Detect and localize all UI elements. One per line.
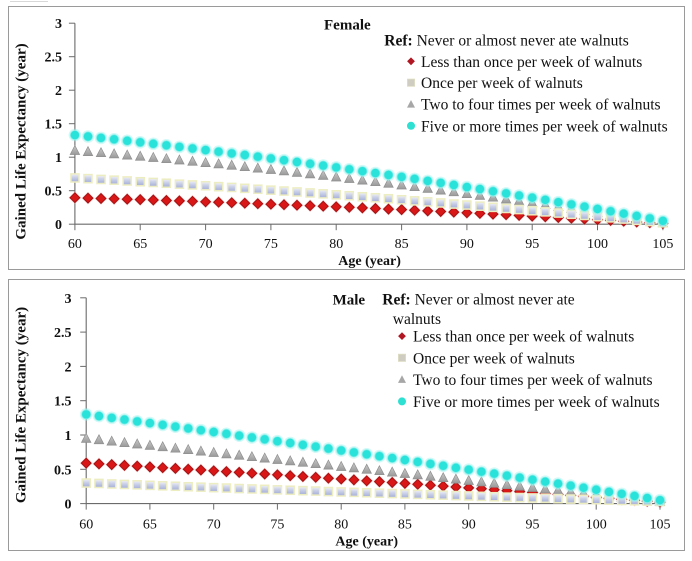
- svg-text:Two to four times per week of: Two to four times per week of walnuts: [413, 372, 653, 389]
- svg-text:Less than once per week of wal: Less than once per week of walnuts: [421, 54, 642, 71]
- svg-text:90: 90: [462, 518, 476, 533]
- svg-text:0.5: 0.5: [54, 463, 72, 478]
- svg-text:0.5: 0.5: [45, 185, 63, 200]
- svg-text:Ref: Never or almost never ate: Ref: Never or almost never ate walnuts: [384, 32, 628, 49]
- svg-text:3: 3: [65, 292, 72, 307]
- svg-text:walnuts: walnuts: [393, 311, 441, 328]
- svg-text:2.5: 2.5: [54, 326, 72, 341]
- svg-text:65: 65: [143, 518, 157, 533]
- svg-text:Age (year): Age (year): [338, 254, 401, 269]
- svg-text:Once per week of walnuts: Once per week of walnuts: [413, 350, 575, 367]
- svg-text:0: 0: [65, 498, 72, 513]
- svg-text:Two to four times per week of: Two to four times per week of walnuts: [421, 97, 661, 114]
- svg-text:80: 80: [329, 237, 343, 252]
- svg-text:95: 95: [525, 237, 539, 252]
- svg-text:70: 70: [207, 518, 221, 533]
- svg-text:Gained Life Expectancy (year): Gained Life Expectancy (year): [14, 43, 30, 239]
- svg-text:Female: Female: [324, 18, 371, 34]
- svg-text:60: 60: [68, 237, 82, 252]
- svg-text:90: 90: [460, 237, 474, 252]
- svg-text:Once per week of walnuts: Once per week of walnuts: [421, 75, 583, 92]
- svg-text:3: 3: [55, 17, 62, 32]
- svg-text:80: 80: [334, 518, 348, 533]
- svg-text:1.5: 1.5: [45, 118, 63, 133]
- svg-text:1.5: 1.5: [54, 395, 72, 410]
- svg-text:1: 1: [55, 151, 62, 166]
- svg-text:95: 95: [526, 518, 540, 533]
- svg-text:65: 65: [133, 237, 147, 252]
- svg-text:Ref: Never or almost never ate: Ref: Never or almost never ate: [382, 291, 574, 308]
- svg-text:85: 85: [398, 518, 412, 533]
- svg-text:75: 75: [264, 237, 278, 252]
- svg-text:100: 100: [587, 237, 608, 252]
- svg-text:105: 105: [652, 237, 673, 252]
- svg-text:100: 100: [586, 518, 607, 533]
- svg-text:2: 2: [65, 360, 72, 375]
- svg-text:Age (year): Age (year): [335, 534, 398, 549]
- svg-text:1: 1: [65, 429, 72, 444]
- svg-text:2.5: 2.5: [45, 51, 63, 66]
- svg-text:85: 85: [395, 237, 409, 252]
- svg-text:70: 70: [199, 237, 213, 252]
- svg-text:2: 2: [55, 84, 62, 99]
- svg-text:75: 75: [270, 518, 284, 533]
- svg-text:0: 0: [55, 218, 62, 233]
- svg-text:Five or more times per week of: Five or more times per week of walnuts: [413, 394, 660, 411]
- svg-text:Five or more times per week of: Five or more times per week of walnuts: [421, 118, 668, 135]
- svg-text:105: 105: [650, 518, 671, 533]
- svg-text:Less than once per week of wal: Less than once per week of walnuts: [413, 329, 634, 346]
- svg-text:Male: Male: [333, 292, 366, 308]
- svg-text:Gained Life Expectancy (year): Gained Life Expectancy (year): [14, 307, 30, 503]
- svg-text:60: 60: [79, 518, 93, 533]
